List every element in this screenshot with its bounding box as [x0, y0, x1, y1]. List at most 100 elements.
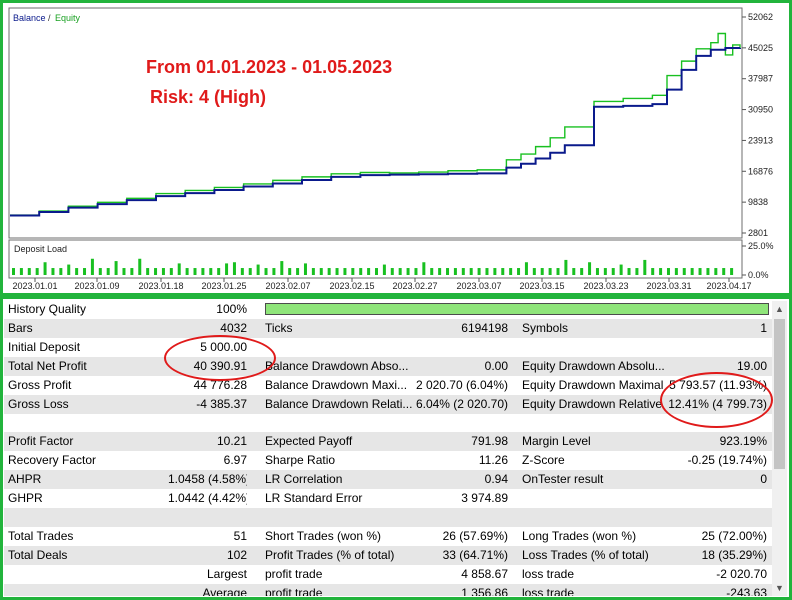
report-label	[265, 510, 413, 526]
scroll-up-arrow-icon[interactable]: ▲	[775, 304, 784, 314]
deposit-load-bar	[193, 268, 197, 275]
deposit-load-bar	[572, 268, 576, 275]
deposit-load-bar	[714, 268, 718, 275]
deposit-load-bar	[185, 268, 189, 275]
deposit-load-bar	[548, 268, 552, 275]
deposit-load-bar	[27, 268, 31, 275]
deposit-load-bar	[138, 258, 142, 275]
report-label: profit trade	[265, 566, 323, 581]
deposit-load-bar	[698, 268, 702, 275]
report-label: Sharpe Ratio	[265, 453, 336, 468]
report-value: 51	[233, 528, 247, 543]
y-tick-label: 52062	[748, 12, 773, 22]
y-tick-label: 30950	[748, 105, 773, 115]
report-label: Gross Loss	[8, 396, 69, 411]
deposit-load-bar	[643, 259, 647, 275]
report-label: Symbols	[522, 320, 569, 335]
vertical-scrollbar[interactable]: ▲ ▼	[772, 301, 787, 596]
deposit-load-bar	[603, 268, 607, 275]
report-value	[668, 340, 767, 356]
report-label: Initial Deposit	[8, 339, 81, 354]
deposit-load-bar	[556, 268, 560, 275]
report-value: 1 356.86	[461, 585, 508, 597]
report-label	[8, 415, 158, 431]
report-label: Equity Drawdown Maximal	[522, 377, 664, 392]
deposit-load-bar	[627, 268, 631, 275]
deposit-load-bar	[327, 268, 331, 275]
report-label: profit trade	[265, 585, 323, 597]
series-balance-line	[10, 46, 741, 217]
report-value: 0.94	[484, 472, 508, 487]
report-value: 3 974.89	[461, 491, 508, 505]
report-label: Loss Trades (% of total)	[522, 547, 649, 562]
deposit-load-bar	[351, 268, 355, 275]
scroll-down-arrow-icon[interactable]: ▼	[775, 583, 784, 593]
deposit-load-bar	[477, 268, 481, 275]
deposit-load-bar	[690, 268, 694, 275]
report-label: Total Deals	[8, 547, 68, 562]
x-tick-label: 2023.01.25	[201, 281, 246, 291]
report-value: 102	[226, 547, 247, 562]
report-value: 791.98	[471, 434, 508, 449]
deposit-load-bar	[98, 268, 102, 275]
report-row: Gross Profit 44 776.28 Balance Drawdown Ma…	[4, 376, 772, 395]
legend-separator: /	[48, 13, 51, 23]
report-label: LR Standard Error	[265, 491, 363, 505]
report-label: Profit Factor	[8, 434, 74, 449]
deposit-load-bar	[122, 268, 126, 275]
report-label	[522, 340, 668, 356]
deposit-load-bar	[359, 268, 363, 275]
report-row: Gross Loss -4 385.37 Balance Drawdown Rela…	[4, 394, 772, 414]
deposit-load-bar	[509, 268, 513, 275]
x-tick-label: 2023.01.18	[138, 281, 183, 291]
deposit-load-bar	[319, 268, 323, 275]
deposit-load-bar	[90, 258, 94, 275]
load-tick-label: 0.0%	[748, 270, 769, 280]
legend-equity: Equity	[55, 13, 81, 23]
deposit-load-bar	[67, 264, 71, 275]
deposit-load-bar	[232, 262, 236, 275]
deposit-load-bar	[682, 268, 686, 275]
report-label: Balance Drawdown Abso...	[265, 358, 409, 373]
report-value: 4032	[220, 320, 247, 335]
deposit-load-bar	[169, 268, 173, 275]
report-value: 4 858.67	[461, 566, 508, 581]
report-value: -4 385.37	[196, 396, 247, 411]
x-tick-label: 2023.04.17	[706, 281, 751, 291]
chart-area: Balance / Equity From 01.01.2023 - 01.05…	[8, 7, 774, 291]
report-row: Profit Factor 10.21 Expected Payoff 791.98 M…	[4, 432, 772, 452]
report-row: GHPR 1.0442 (4.42%) LR Standard Error 3 974…	[4, 489, 772, 508]
deposit-load-bar	[43, 262, 47, 275]
deposit-load-bar	[303, 263, 307, 275]
deposit-load-bar	[280, 261, 284, 275]
deposit-load-title: Deposit Load	[14, 244, 67, 254]
deposit-load-bar	[272, 268, 276, 275]
deposit-load-bar	[248, 268, 252, 275]
y-tick-label: 9838	[748, 197, 768, 207]
report-value: 1	[760, 320, 767, 335]
deposit-load-bar	[706, 268, 710, 275]
deposit-load-bar	[51, 268, 55, 275]
deposit-load-bar	[485, 268, 489, 275]
deposit-load-bar	[114, 261, 118, 275]
report-value: 6.04% (2 020.70)	[415, 396, 508, 411]
deposit-load-bar	[201, 268, 205, 275]
deposit-load-bar	[161, 268, 165, 275]
report-value: -2 020.70	[716, 566, 767, 581]
report-label: Balance Drawdown Relati...	[265, 396, 413, 411]
y-tick-label: 45025	[748, 43, 773, 53]
report-label: Margin Level	[522, 434, 591, 449]
deposit-load-bar	[154, 268, 158, 275]
load-tick-label: 25.0%	[748, 241, 774, 251]
report-value	[168, 510, 247, 526]
report-value	[413, 415, 508, 431]
report-value: 11.26	[478, 453, 508, 468]
scrollbar-thumb[interactable]	[774, 319, 785, 469]
deposit-load-bar	[296, 268, 300, 275]
report-label: OnTester result	[522, 472, 604, 487]
report-value: 33 (64.71%)	[442, 547, 508, 562]
deposit-load-bar	[588, 262, 592, 275]
report-label	[522, 491, 668, 507]
deposit-load-bar	[240, 268, 244, 275]
deposit-load-bar	[422, 262, 426, 275]
